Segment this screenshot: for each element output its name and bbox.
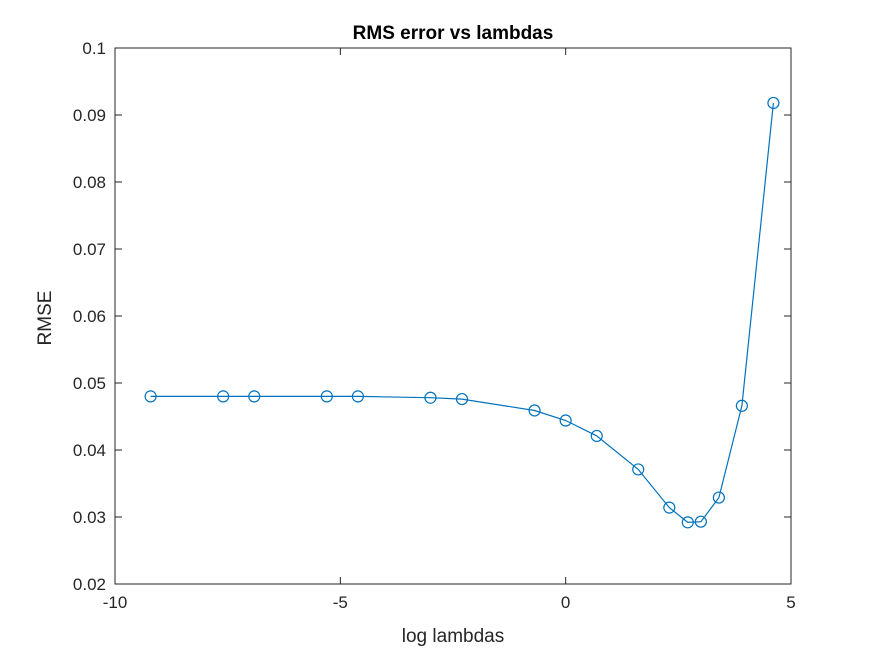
data-point (632, 463, 645, 476)
y-tick-label: 0.07 (73, 240, 106, 259)
x-tick-label: -5 (333, 593, 348, 612)
data-point (144, 390, 157, 403)
data-point (528, 404, 541, 417)
data-point (455, 392, 469, 406)
data-point (767, 96, 780, 110)
x-tick-label: 0 (561, 593, 570, 612)
data-point (590, 429, 603, 443)
y-tick-label: 0.04 (73, 441, 106, 460)
data-point (681, 516, 694, 529)
data-point (559, 414, 572, 427)
y-tick-label: 0.05 (73, 374, 106, 393)
y-tick-label: 0.02 (73, 575, 106, 594)
data-point (248, 390, 261, 403)
data-point (320, 390, 333, 403)
data-point (351, 390, 365, 403)
x-axis-label: log lambdas (402, 626, 504, 647)
y-tick-label: 0.1 (82, 39, 106, 58)
x-tick-label: -10 (103, 593, 128, 612)
y-tick-label: 0.08 (73, 173, 106, 192)
data-point (424, 391, 437, 404)
data-point (663, 501, 676, 514)
y-axis-label: RMSE (35, 291, 56, 346)
data-point (217, 390, 230, 403)
chart-title: RMS error vs lambdas (353, 23, 554, 44)
y-tick-label: 0.09 (73, 106, 106, 125)
plot-area: -10 -5 0 5 0.02 0.03 0.04 0.05 0.06 0.07 0.08 0.09 0… (73, 39, 796, 612)
data-point (694, 515, 707, 528)
y-tick-label: 0.03 (73, 508, 106, 527)
data-point (735, 399, 748, 412)
x-tick-label: 5 (786, 593, 795, 612)
y-tick-label: 0.06 (73, 307, 106, 326)
data-point (712, 491, 725, 504)
series-line (150, 102, 774, 524)
